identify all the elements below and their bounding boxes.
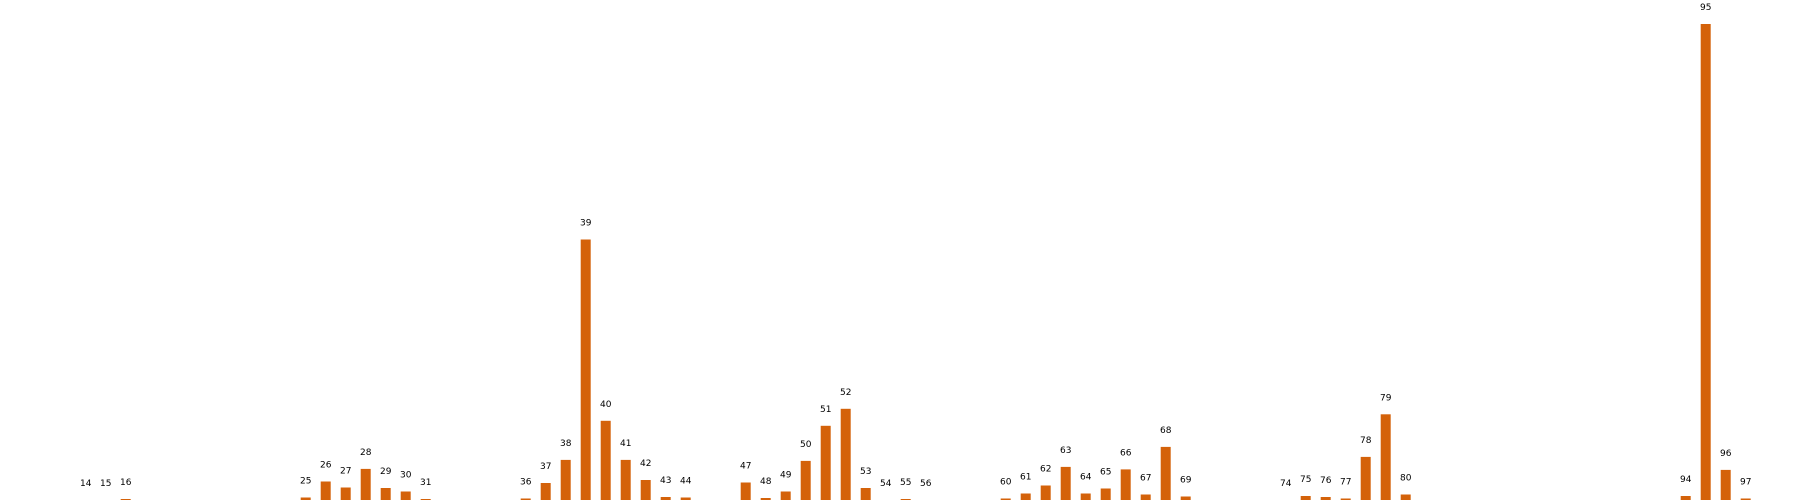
bar-94 xyxy=(1680,496,1691,500)
bar-26 xyxy=(320,481,331,500)
bar-label-29: 29 xyxy=(380,467,392,477)
bar-label-41: 41 xyxy=(620,439,631,449)
bar-62 xyxy=(1040,485,1051,500)
bar-67 xyxy=(1140,494,1151,500)
bar-label-55: 55 xyxy=(900,478,911,488)
bar-28 xyxy=(360,468,371,500)
bar-42 xyxy=(640,480,651,500)
bar-95 xyxy=(1700,24,1711,500)
bar-30 xyxy=(400,491,411,500)
bar-label-43: 43 xyxy=(660,476,671,486)
bar-61 xyxy=(1020,493,1031,500)
bar-label-27: 27 xyxy=(340,467,351,477)
bar-97 xyxy=(1740,498,1751,500)
bar-69 xyxy=(1180,496,1191,500)
bar-label-51: 51 xyxy=(820,405,831,415)
bar-label-74: 74 xyxy=(1280,479,1292,489)
bar-43 xyxy=(660,497,671,500)
bar-label-26: 26 xyxy=(320,461,332,471)
bar-41 xyxy=(620,459,631,500)
bar-label-28: 28 xyxy=(360,448,372,458)
bar-label-75: 75 xyxy=(1300,475,1311,485)
bar-64 xyxy=(1080,493,1091,500)
bar-77 xyxy=(1340,498,1351,500)
bar-50 xyxy=(800,460,811,500)
bar-96 xyxy=(1720,469,1731,500)
bar-27 xyxy=(340,487,351,500)
bar-label-96: 96 xyxy=(1720,449,1732,459)
bar-label-39: 39 xyxy=(580,219,592,229)
bar-78 xyxy=(1360,456,1371,500)
bar-66 xyxy=(1120,469,1131,500)
bar-label-66: 66 xyxy=(1120,448,1132,458)
bar-51 xyxy=(820,425,831,500)
bar-label-30: 30 xyxy=(400,471,412,481)
bar-36 xyxy=(520,498,531,500)
bar-47 xyxy=(740,482,751,500)
bar-label-79: 79 xyxy=(1380,393,1392,403)
bar-label-53: 53 xyxy=(860,467,871,477)
bar-label-80: 80 xyxy=(1400,474,1412,484)
bar-48 xyxy=(760,498,771,500)
bar-label-48: 48 xyxy=(760,477,772,487)
bar-label-49: 49 xyxy=(780,471,792,481)
bar-label-25: 25 xyxy=(300,477,311,487)
bar-label-60: 60 xyxy=(1000,478,1012,488)
bar-label-38: 38 xyxy=(560,439,572,449)
bar-68 xyxy=(1160,446,1171,500)
bar-80 xyxy=(1400,494,1411,500)
bar-label-31: 31 xyxy=(420,478,431,488)
bar-label-67: 67 xyxy=(1140,474,1151,484)
bar-label-15: 15 xyxy=(100,479,111,489)
bar-label-76: 76 xyxy=(1320,476,1332,486)
bar-label-40: 40 xyxy=(600,400,612,410)
bar-60 xyxy=(1000,498,1011,500)
bar-52 xyxy=(840,408,851,500)
bar-label-77: 77 xyxy=(1340,478,1351,488)
bar-label-16: 16 xyxy=(120,478,132,488)
bar-37 xyxy=(540,483,551,500)
bar-label-52: 52 xyxy=(840,388,851,398)
bar-label-95: 95 xyxy=(1700,3,1711,13)
bar-label-97: 97 xyxy=(1740,478,1751,488)
bar-label-94: 94 xyxy=(1680,475,1692,485)
bar-63 xyxy=(1060,466,1071,500)
bar-38 xyxy=(560,459,571,500)
bar-label-47: 47 xyxy=(740,462,751,472)
bar-label-56: 56 xyxy=(920,479,932,489)
bar-25 xyxy=(300,497,311,500)
bar-65 xyxy=(1100,488,1111,500)
bar-label-50: 50 xyxy=(800,440,812,450)
bar-label-44: 44 xyxy=(680,477,692,487)
bar-79 xyxy=(1380,414,1391,500)
bar-29 xyxy=(380,488,391,500)
bar-label-69: 69 xyxy=(1180,476,1192,486)
bar-label-68: 68 xyxy=(1160,426,1172,436)
bar-53 xyxy=(860,488,871,500)
bar-label-78: 78 xyxy=(1360,436,1372,446)
bar-label-62: 62 xyxy=(1040,465,1051,475)
bar-76 xyxy=(1320,497,1331,500)
bar-75 xyxy=(1300,496,1311,500)
bar-label-64: 64 xyxy=(1080,473,1092,483)
bar-label-37: 37 xyxy=(540,462,551,472)
bar-49 xyxy=(780,491,791,500)
bar-label-42: 42 xyxy=(640,459,651,469)
bar-label-14: 14 xyxy=(80,479,92,489)
bar-label-65: 65 xyxy=(1100,468,1111,478)
bar-44 xyxy=(680,497,691,500)
bar-label-61: 61 xyxy=(1020,473,1031,483)
bar-label-36: 36 xyxy=(520,478,532,488)
bar-label-63: 63 xyxy=(1060,446,1071,456)
bar-39 xyxy=(580,239,591,500)
bar-40 xyxy=(600,420,611,500)
bar-label-54: 54 xyxy=(880,479,892,489)
